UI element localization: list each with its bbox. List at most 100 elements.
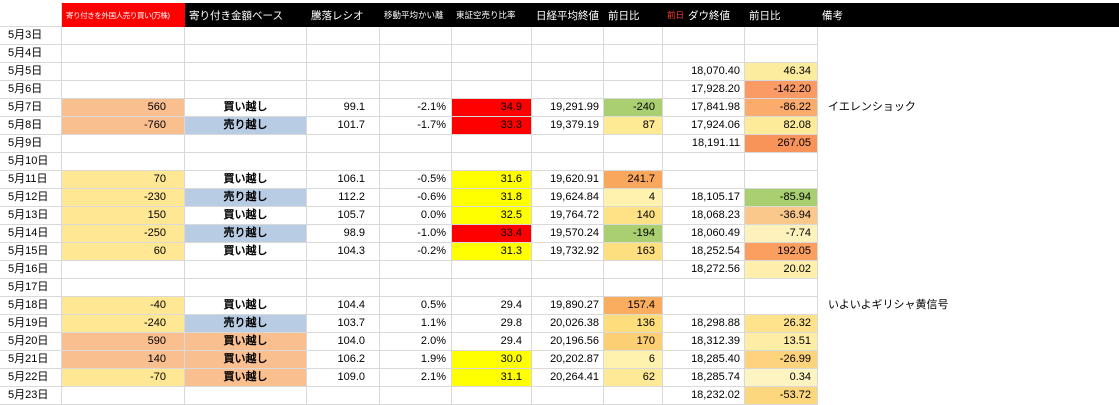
cell-short[interactable] [452,387,532,405]
cell-short[interactable] [452,63,532,81]
cell-date[interactable]: 5月3日 [0,27,62,45]
cell-ratio[interactable]: 104.0 [307,333,380,351]
cell-note[interactable] [818,279,1119,297]
cell-dow[interactable] [663,27,745,45]
cell-nikkei[interactable] [532,387,604,405]
cell-dow[interactable]: 18,298.88 [663,315,745,333]
cell-dow[interactable]: 18,252.54 [663,243,745,261]
cell-date[interactable]: 5月5日 [0,63,62,81]
cell-ma[interactable] [380,63,452,81]
cell-ma[interactable] [380,81,452,99]
cell-ratio[interactable]: 104.3 [307,243,380,261]
cell-dow[interactable]: 18,272.56 [663,261,745,279]
cell-nikkei[interactable]: 19,890.27 [532,297,604,315]
cell-ratio[interactable]: 99.1 [307,99,380,117]
cell-dow[interactable]: 18,068.23 [663,207,745,225]
cell-ratio[interactable]: 101.7 [307,117,380,135]
cell-base[interactable] [185,81,307,99]
cell-nikkei[interactable] [532,63,604,81]
cell-nchg[interactable]: 87 [604,117,663,135]
cell-dchg[interactable]: 0.34 [745,369,818,387]
cell-base[interactable] [185,63,307,81]
cell-base[interactable]: 買い越し [185,351,307,369]
cell-date[interactable]: 5月8日 [0,117,62,135]
cell-ma[interactable]: -1.0% [380,225,452,243]
cell-foreign[interactable]: -760 [62,117,185,135]
cell-short[interactable] [452,81,532,99]
cell-dchg[interactable]: -85.94 [745,189,818,207]
cell-foreign[interactable]: -250 [62,225,185,243]
cell-foreign[interactable]: -40 [62,297,185,315]
cell-dow[interactable]: 18,232.02 [663,387,745,405]
cell-ma[interactable]: 1.1% [380,315,452,333]
cell-note[interactable] [818,387,1119,405]
cell-note[interactable] [818,351,1119,369]
cell-dchg[interactable]: -7.74 [745,225,818,243]
cell-short[interactable]: 29.8 [452,315,532,333]
cell-ratio[interactable] [307,261,380,279]
cell-nchg[interactable]: 241.7 [604,171,663,189]
cell-dchg[interactable] [745,153,818,171]
cell-date[interactable]: 5月20日 [0,333,62,351]
cell-nchg[interactable]: 140 [604,207,663,225]
cell-date[interactable]: 5月18日 [0,297,62,315]
cell-ratio[interactable] [307,63,380,81]
cell-foreign[interactable]: 560 [62,99,185,117]
header-short[interactable]: 東証空売り比率 [452,3,532,27]
cell-nchg[interactable]: 136 [604,315,663,333]
cell-nikkei[interactable]: 20,026.38 [532,315,604,333]
cell-base[interactable]: 買い越し [185,99,307,117]
cell-note[interactable] [818,207,1119,225]
cell-ratio[interactable]: 106.2 [307,351,380,369]
cell-foreign[interactable]: -240 [62,315,185,333]
cell-base[interactable]: 売り越し [185,225,307,243]
cell-nchg[interactable]: 4 [604,189,663,207]
cell-base[interactable]: 買い越し [185,333,307,351]
cell-dow[interactable]: 18,191.11 [663,135,745,153]
cell-foreign[interactable] [62,45,185,63]
cell-ratio[interactable] [307,279,380,297]
header-foreign[interactable]: 寄り付きを外国人売り買い(万株) [62,3,185,27]
cell-nikkei[interactable] [532,279,604,297]
cell-ratio[interactable] [307,27,380,45]
cell-foreign[interactable] [62,261,185,279]
cell-dow[interactable] [663,153,745,171]
cell-nchg[interactable]: 157.4 [604,297,663,315]
cell-dchg[interactable]: 20.02 [745,261,818,279]
cell-foreign[interactable] [62,387,185,405]
header-base[interactable]: 寄り付き金額ベース [185,3,307,27]
cell-short[interactable] [452,27,532,45]
cell-short[interactable] [452,45,532,63]
cell-short[interactable]: 30.0 [452,351,532,369]
cell-date[interactable]: 5月15日 [0,243,62,261]
cell-dchg[interactable]: -142.20 [745,81,818,99]
cell-nchg[interactable] [604,45,663,63]
cell-date[interactable]: 5月11日 [0,171,62,189]
cell-short[interactable] [452,153,532,171]
cell-base[interactable]: 買い越し [185,207,307,225]
cell-ma[interactable] [380,387,452,405]
cell-ratio[interactable] [307,45,380,63]
cell-nchg[interactable]: 62 [604,369,663,387]
cell-base[interactable] [185,387,307,405]
cell-dow[interactable]: 18,285.40 [663,351,745,369]
cell-base[interactable] [185,45,307,63]
cell-foreign[interactable]: -70 [62,369,185,387]
cell-note[interactable] [818,117,1119,135]
header-date[interactable] [0,3,62,27]
cell-note[interactable] [818,315,1119,333]
cell-nchg[interactable]: -194 [604,225,663,243]
cell-ma[interactable]: 1.9% [380,351,452,369]
cell-nchg[interactable] [604,279,663,297]
cell-nikkei[interactable]: 19,764.72 [532,207,604,225]
cell-date[interactable]: 5月13日 [0,207,62,225]
cell-nikkei[interactable] [532,153,604,171]
cell-nchg[interactable]: 170 [604,333,663,351]
cell-dchg[interactable]: 267.05 [745,135,818,153]
cell-nikkei[interactable] [532,45,604,63]
cell-ma[interactable] [380,153,452,171]
cell-short[interactable]: 29.4 [452,297,532,315]
cell-note[interactable] [818,261,1119,279]
cell-note[interactable] [818,189,1119,207]
cell-ratio[interactable]: 106.1 [307,171,380,189]
